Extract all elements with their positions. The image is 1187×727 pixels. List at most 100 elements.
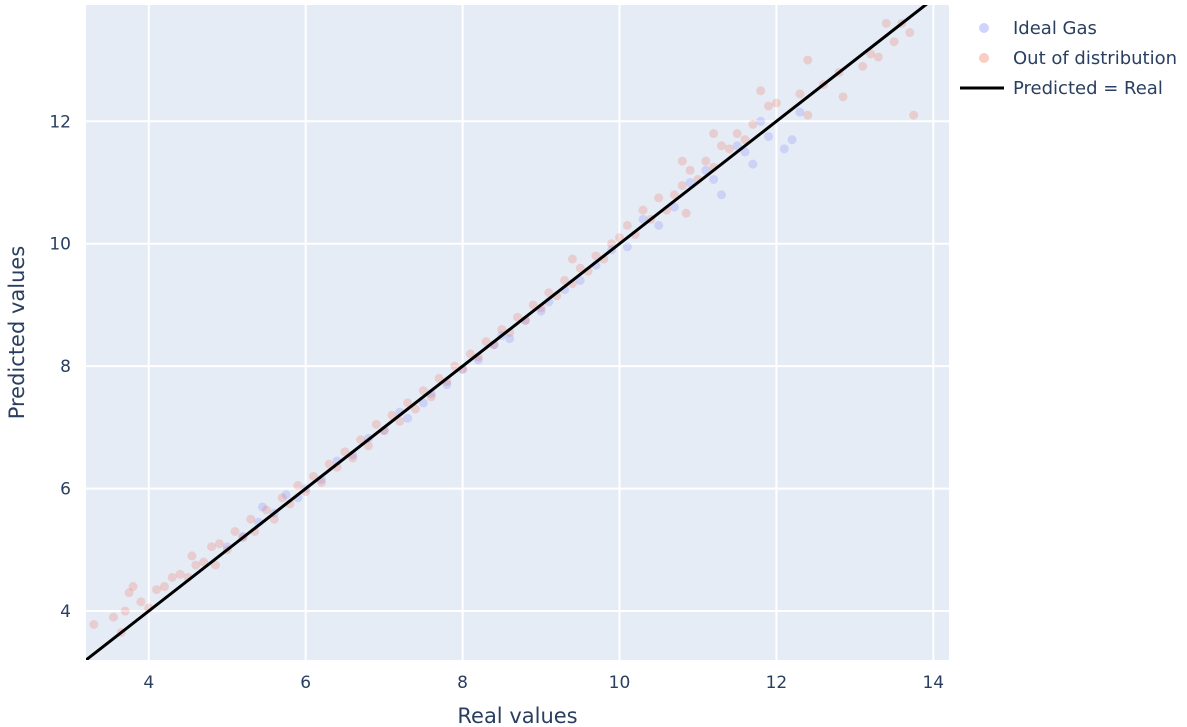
data-point xyxy=(740,147,750,157)
y-axis-ticks: 4 6 8 10 12 xyxy=(49,112,71,622)
data-point xyxy=(505,334,515,344)
data-point xyxy=(795,107,805,117)
data-point xyxy=(120,606,130,616)
data-point xyxy=(473,355,483,365)
data-point xyxy=(513,312,522,322)
legend-item[interactable]: Out of distribution xyxy=(979,48,1177,69)
data-point xyxy=(497,324,507,334)
data-point xyxy=(709,129,719,139)
data-point xyxy=(411,404,421,414)
reference-line xyxy=(86,5,928,660)
data-point xyxy=(207,542,217,552)
data-point xyxy=(771,98,781,108)
data-point xyxy=(803,110,813,120)
x-tick-label: 8 xyxy=(457,673,468,693)
legend-marker-symbol xyxy=(979,53,989,63)
data-point xyxy=(838,92,848,102)
data-point xyxy=(418,386,428,396)
data-point xyxy=(281,490,291,500)
data-point xyxy=(622,242,632,252)
data-point xyxy=(795,89,805,99)
data-point xyxy=(889,37,899,47)
data-point xyxy=(701,156,711,166)
data-point xyxy=(175,569,185,579)
data-point xyxy=(909,110,919,120)
data-point xyxy=(230,526,240,536)
data-point xyxy=(669,202,679,212)
data-point xyxy=(536,306,546,316)
y-tick-label: 12 xyxy=(49,112,71,132)
data-point xyxy=(607,239,617,249)
data-point xyxy=(214,539,224,549)
data-point xyxy=(450,361,460,371)
data-point xyxy=(167,572,177,582)
data-point xyxy=(873,52,883,62)
data-point xyxy=(560,275,570,285)
data-point xyxy=(748,119,758,129)
data-point xyxy=(614,233,624,243)
data-point xyxy=(136,597,146,607)
data-point xyxy=(356,435,366,445)
data-point xyxy=(764,132,774,142)
data-point xyxy=(787,135,797,145)
data-point xyxy=(371,419,381,429)
data-point xyxy=(277,493,287,503)
data-point xyxy=(779,144,789,154)
data-point xyxy=(465,349,475,359)
y-tick-label: 10 xyxy=(49,235,71,255)
data-point xyxy=(481,337,491,347)
data-point xyxy=(528,300,538,310)
data-point xyxy=(654,193,664,203)
data-point xyxy=(638,205,648,215)
legend-label: Predicted = Real xyxy=(1013,78,1163,99)
data-point xyxy=(403,398,413,408)
data-point xyxy=(756,116,766,126)
data-point xyxy=(187,551,197,561)
data-point xyxy=(269,514,279,524)
data-point xyxy=(622,220,632,230)
data-point xyxy=(677,156,687,166)
data-point xyxy=(764,101,774,111)
data-point xyxy=(701,165,711,175)
x-axis-ticks: 4 6 8 10 12 14 xyxy=(143,673,944,693)
data-point xyxy=(316,477,326,487)
data-point xyxy=(881,18,891,28)
data-point xyxy=(685,165,695,175)
data-point xyxy=(442,380,452,390)
legend-item[interactable]: Ideal Gas xyxy=(979,18,1097,39)
data-point xyxy=(638,214,648,224)
data-point xyxy=(756,86,766,96)
data-point xyxy=(681,208,691,218)
data-point xyxy=(387,410,397,420)
data-point xyxy=(363,441,373,451)
data-point xyxy=(293,481,303,491)
legend-item[interactable]: Predicted = Real xyxy=(960,78,1163,99)
data-point xyxy=(866,49,876,59)
y-tick-label: 8 xyxy=(60,357,71,377)
data-point xyxy=(905,28,915,38)
data-point xyxy=(685,178,695,188)
data-point xyxy=(732,129,742,139)
y-axis-title: Predicted values xyxy=(5,246,29,420)
data-point xyxy=(426,392,436,402)
data-point xyxy=(567,254,577,264)
data-point xyxy=(709,174,719,184)
data-point xyxy=(199,557,209,567)
data-point xyxy=(324,459,334,469)
x-axis-title: Real values xyxy=(457,704,577,727)
data-point xyxy=(418,398,428,408)
y-tick-label: 6 xyxy=(60,480,71,500)
data-point xyxy=(124,588,134,598)
x-tick-label: 12 xyxy=(766,673,788,693)
data-point xyxy=(340,447,350,457)
data-point xyxy=(152,585,162,595)
reference-line-group xyxy=(86,5,928,660)
data-point xyxy=(575,263,585,273)
data-point xyxy=(403,413,413,423)
data-point xyxy=(654,220,664,230)
data-point xyxy=(716,141,726,151)
legend-label: Out of distribution xyxy=(1013,48,1177,69)
data-point xyxy=(261,505,271,515)
data-point xyxy=(669,190,679,200)
